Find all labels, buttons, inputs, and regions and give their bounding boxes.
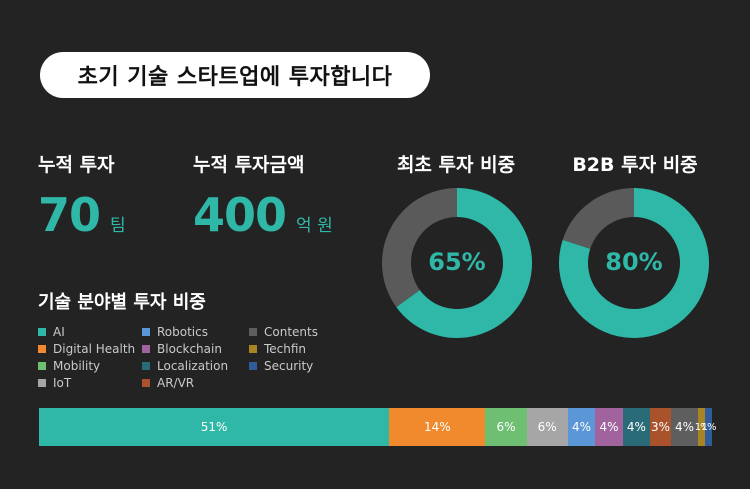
bar-segment-label: 4%: [599, 420, 619, 434]
legend-swatch: [142, 345, 150, 353]
stat-label-teams: 누적 투자: [38, 154, 115, 176]
donut-label-first-investment: 65%: [428, 248, 486, 276]
bar-segment-label: 1%: [694, 421, 710, 433]
legend-swatch: [249, 345, 257, 353]
legend-label: Blockchain: [157, 342, 222, 356]
legend-label: Contents: [264, 325, 318, 339]
bar-segment-label: 1%: [701, 421, 717, 433]
donut-first-investment-rest-slice: [382, 188, 457, 308]
legend-swatch: [249, 328, 257, 336]
legend-item-digital-health: Digital Health: [38, 342, 135, 356]
donut-chart-b2b: [559, 188, 709, 338]
legend-label: Mobility: [53, 359, 101, 373]
bar-segment-label: 51%: [200, 420, 228, 434]
donut-label-b2b: 80%: [605, 248, 663, 276]
legend-swatch: [38, 328, 46, 336]
donut-title-b2b: B2B 투자 비중: [572, 154, 698, 176]
legend-label: Digital Health: [53, 342, 136, 356]
legend-swatch: [142, 362, 150, 370]
legend-item-contents: Contents: [249, 325, 318, 339]
stat-unit-teams: 팀: [110, 216, 126, 236]
legend-label: Robotics: [157, 325, 208, 339]
donut-title-first-investment: 최초 투자 비중: [396, 154, 516, 176]
legend-label: Localization: [157, 359, 229, 373]
legend-swatch: [38, 362, 46, 370]
bar-segment-label: 6%: [537, 420, 557, 434]
legend-item-blockchain: Blockchain: [142, 342, 222, 356]
bar-segment-digital-health: 14%: [389, 408, 486, 446]
legend-item-security: Security: [249, 359, 313, 373]
legend-swatch: [142, 328, 150, 336]
bar-segment-label: 14%: [423, 420, 451, 434]
bar-segment-iot: 6%: [526, 408, 568, 446]
bar-segment-contents: 4%: [670, 408, 699, 446]
legend-label: AR/VR: [157, 376, 195, 390]
stacked-bar-chart: 51% 14% 6% 6% 4% 4% 4% 3% 4% 1% 1%: [39, 408, 716, 446]
legend-swatch: [249, 362, 257, 370]
bar-segment-ar-vr: 3%: [650, 408, 671, 446]
bar-segment-robotics: 4%: [567, 408, 596, 446]
stat-value-teams: 70 팀: [38, 188, 126, 242]
legend-swatch: [38, 345, 46, 353]
stat-number-teams: 70: [38, 188, 101, 242]
legend-swatch: [38, 379, 46, 387]
donut-first-investment-share-slice: [396, 188, 532, 338]
page-title: 초기 기술 스타트업에 투자합니다: [40, 52, 430, 98]
bar-segment-label: 4%: [674, 420, 695, 434]
stat-value-amount: 400 억 원: [193, 188, 333, 242]
section-title-tech-share: 기술 분야별 투자 비중: [38, 292, 206, 313]
legend-item-techfin: Techfin: [249, 342, 306, 356]
legend-swatch: [142, 379, 150, 387]
bar-segment-label: 4%: [571, 420, 592, 434]
legend-item-localization: Localization: [142, 359, 228, 373]
bar-segment-mobility: 6%: [485, 408, 527, 446]
donut-b2b-rest-slice: [562, 188, 634, 249]
stat-unit-amount: 억 원: [296, 216, 333, 236]
legend-label: Security: [264, 359, 314, 373]
donut-chart-first-investment: [382, 188, 532, 338]
legend-item-ai: AI: [38, 325, 65, 339]
legend-item-mobility: Mobility: [38, 359, 100, 373]
legend-item-iot: IoT: [38, 376, 71, 390]
bar-segment-label: 4%: [626, 420, 646, 434]
legend-item-ar-vr: AR/VR: [142, 376, 194, 390]
bar-segment-blockchain: 4%: [595, 408, 623, 446]
bar-segment-techfin: 1%: [695, 408, 710, 446]
stat-label-amount: 누적 투자금액: [193, 154, 305, 176]
legend-label: AI: [53, 325, 65, 339]
bar-segment-ai: 51%: [39, 408, 390, 446]
bar-segment-label: 3%: [650, 420, 670, 434]
donut-b2b-share-slice: [559, 188, 709, 338]
bar-segment-localization: 4%: [622, 408, 651, 446]
bar-segment-security: 1%: [702, 408, 716, 446]
stat-number-amount: 400: [193, 188, 287, 242]
legend-label: IoT: [53, 376, 72, 390]
legend-item-robotics: Robotics: [142, 325, 208, 339]
legend-label: Techfin: [264, 342, 307, 356]
bar-segment-label: 6%: [496, 420, 516, 434]
chart-legend: AI Digital Health Mobility IoT Robotics Block…: [38, 325, 338, 393]
